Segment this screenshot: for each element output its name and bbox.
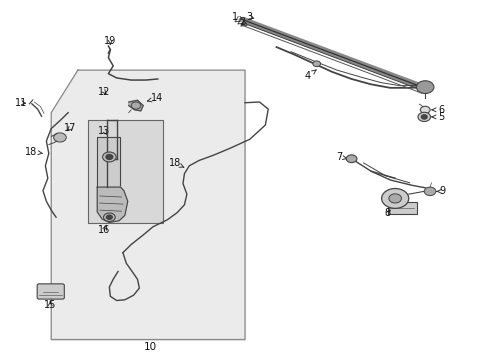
Circle shape <box>106 154 113 159</box>
Text: 2: 2 <box>240 17 246 27</box>
Text: 16: 16 <box>98 225 111 235</box>
Circle shape <box>421 115 427 119</box>
Bar <box>388 202 417 214</box>
Text: 17: 17 <box>64 122 77 132</box>
Text: 14: 14 <box>147 94 163 103</box>
Text: 8: 8 <box>385 208 391 217</box>
Circle shape <box>389 194 401 203</box>
Text: 10: 10 <box>144 342 157 352</box>
Text: 15: 15 <box>44 300 56 310</box>
Circle shape <box>53 133 66 142</box>
Text: 1: 1 <box>232 12 244 22</box>
Polygon shape <box>97 187 128 222</box>
Text: 6: 6 <box>432 105 444 115</box>
Circle shape <box>313 61 320 67</box>
Text: 13: 13 <box>98 126 111 136</box>
Text: 3: 3 <box>247 12 254 22</box>
Circle shape <box>106 215 112 219</box>
Text: 18: 18 <box>25 147 43 157</box>
FancyBboxPatch shape <box>37 284 64 299</box>
Text: 9: 9 <box>437 186 446 196</box>
Text: 5: 5 <box>432 112 444 122</box>
Circle shape <box>424 187 436 195</box>
Text: 11: 11 <box>15 98 27 108</box>
Circle shape <box>420 106 430 113</box>
Bar <box>88 120 163 222</box>
Circle shape <box>103 213 115 221</box>
Circle shape <box>382 189 409 208</box>
Polygon shape <box>51 70 245 339</box>
Text: 4: 4 <box>305 70 316 81</box>
Circle shape <box>416 81 434 94</box>
Text: 19: 19 <box>104 36 117 46</box>
Text: 7: 7 <box>336 152 346 162</box>
Bar <box>97 138 121 187</box>
Circle shape <box>418 112 431 122</box>
Polygon shape <box>129 100 143 111</box>
Circle shape <box>346 155 357 163</box>
Text: 12: 12 <box>98 87 111 97</box>
Circle shape <box>102 152 116 162</box>
Text: 18: 18 <box>169 158 184 168</box>
